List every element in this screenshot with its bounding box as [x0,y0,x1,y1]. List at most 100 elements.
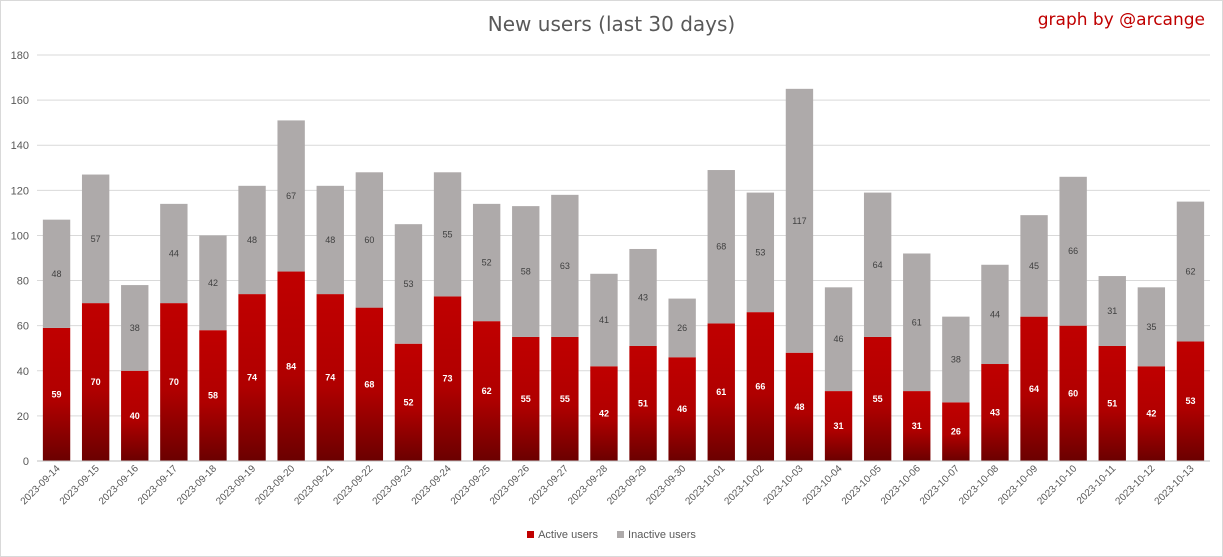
data-label-inactive: 57 [91,234,101,244]
bar-inactive [629,248,657,346]
data-label-inactive: 31 [1107,306,1117,316]
bar-active [42,327,71,461]
bar-inactive [277,120,305,272]
bar-inactive [746,192,775,313]
data-label-active: 42 [1146,409,1156,419]
data-label-active: 70 [91,377,101,387]
data-label-inactive: 64 [873,260,883,270]
data-label-active: 46 [677,404,687,414]
bar-active [238,294,266,461]
bar-inactive [668,298,696,358]
data-label-inactive: 35 [1146,322,1156,332]
bar-inactive [433,172,462,297]
bar-inactive [1020,215,1048,317]
data-label-active: 55 [521,394,531,404]
data-label-inactive: 62 [1185,267,1195,277]
bar-active [81,303,110,461]
legend-swatch-active [527,531,535,538]
bar-active [1137,366,1166,461]
bar-inactive [1137,287,1166,367]
bar-inactive [903,253,931,392]
bar-inactive [512,206,540,337]
data-label-inactive: 43 [638,292,648,302]
credit-label: graph by @arcange [1037,10,1205,30]
data-label-inactive: 53 [403,279,413,289]
bar-active [746,312,775,461]
x-tick-label: 2023-09-27 [527,463,571,507]
data-label-inactive: 48 [247,235,257,245]
data-label-inactive: 63 [560,261,570,271]
bar-active [394,343,423,461]
x-tick-label: 2023-10-10 [1035,463,1079,507]
data-label-active: 74 [247,373,257,383]
data-label-inactive: 38 [951,355,961,365]
bar-inactive [394,224,423,344]
data-label-active: 43 [990,408,1000,418]
x-tick-label: 2023-09-14 [19,463,63,507]
bar-active [121,370,149,461]
bar-inactive [355,172,384,308]
x-tick-label: 2023-09-28 [566,463,610,507]
data-label-active: 60 [1068,388,1078,398]
data-label-inactive: 53 [755,247,765,257]
data-label-inactive: 61 [912,317,922,327]
data-label-inactive: 68 [716,242,726,252]
y-tick-label: 80 [17,276,29,288]
bar-active [472,321,501,461]
chart-title: New users (last 30 days) [487,12,736,36]
x-tick-label: 2023-09-15 [58,463,102,507]
legend-item-inactive: Inactive users [617,529,696,541]
bar-inactive [785,88,814,353]
bar-active [942,402,970,461]
y-tick-label: 160 [11,95,29,107]
legend-item-active: Active users [527,529,598,541]
bar-inactive [942,316,970,403]
data-label-active: 26 [951,427,961,437]
data-label-active: 55 [560,394,570,404]
x-tick-label: 2023-10-03 [762,463,806,507]
bar-active [903,391,931,461]
bar-active [355,307,384,461]
bar-inactive [160,203,188,304]
x-tick-label: 2023-09-26 [488,463,532,507]
bar-inactive [316,185,344,295]
data-label-active: 84 [286,361,296,371]
data-label-inactive: 26 [677,323,687,333]
data-label-active: 48 [794,402,804,412]
data-label-inactive: 45 [1029,261,1039,271]
data-label-inactive: 42 [208,278,218,288]
y-tick-label: 60 [17,321,29,333]
bar-inactive [121,285,149,371]
bar-active [590,366,618,461]
x-tick-label: 2023-09-23 [371,463,415,507]
bar-active [433,296,462,461]
bar-inactive [981,264,1009,365]
y-tick-label: 40 [17,366,29,378]
x-tick-label: 2023-09-21 [292,463,336,507]
data-label-active: 70 [169,377,179,387]
data-label-active: 62 [482,386,492,396]
data-label-inactive: 48 [52,269,62,279]
data-label-inactive: 52 [482,258,492,268]
bar-inactive [472,203,501,322]
data-label-active: 64 [1029,384,1039,394]
x-tick-label: 2023-09-16 [97,463,141,507]
y-tick-label: 180 [11,50,29,62]
bar-active [863,336,892,461]
bar-active [160,303,188,461]
bar-active [785,352,814,461]
data-label-active: 40 [130,411,140,421]
y-tick-label: 120 [11,185,29,197]
data-label-inactive: 46 [834,334,844,344]
data-label-active: 68 [364,379,374,389]
data-label-active: 31 [834,421,844,431]
data-label-active: 74 [325,373,335,383]
bar-inactive [707,170,735,324]
data-label-active: 51 [1107,398,1117,408]
data-label-active: 55 [873,394,883,404]
bar-active [1020,316,1048,461]
bar-inactive [238,185,266,295]
bar-inactive [590,273,618,367]
x-tick-label: 2023-10-01 [683,463,727,507]
bar-inactive [1059,176,1087,326]
